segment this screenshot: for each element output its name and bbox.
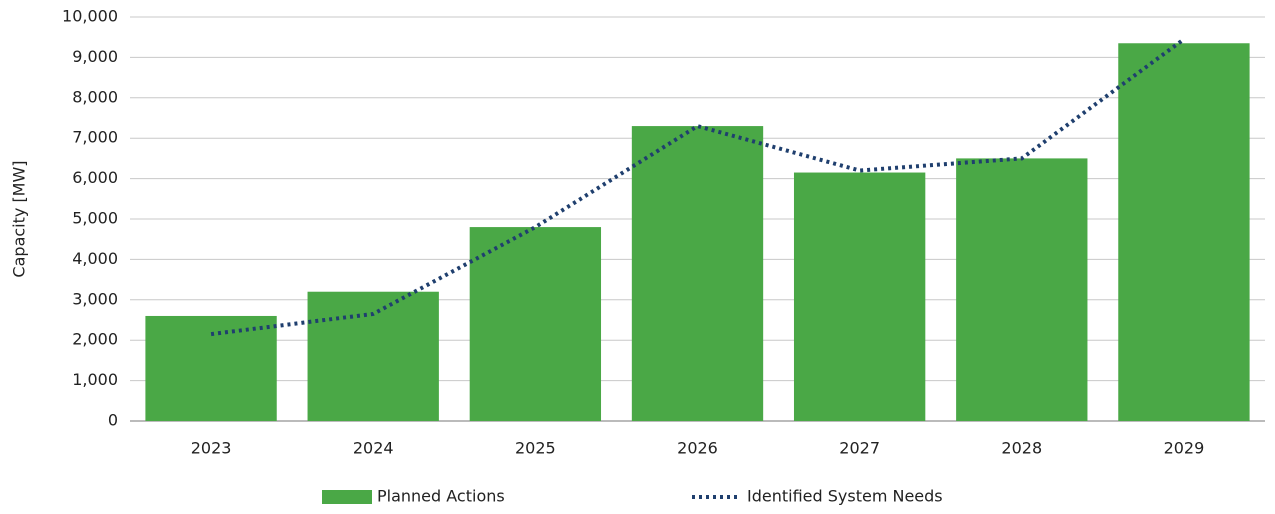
bar <box>793 172 926 421</box>
y-tick-label: 8,000 <box>72 87 118 106</box>
y-axis-label: Capacity [MW] <box>10 160 29 277</box>
bar <box>1118 43 1250 421</box>
y-tick-label: 4,000 <box>72 249 118 268</box>
bar <box>469 227 602 421</box>
legend-label: Planned Actions <box>377 487 505 506</box>
y-tick-label: 1,000 <box>72 370 118 389</box>
y-tick-label: 7,000 <box>72 128 118 147</box>
bar <box>631 126 764 421</box>
x-tick-label: 2023 <box>191 439 232 458</box>
legend-label: Identified System Needs <box>747 487 943 506</box>
y-tick-label: 3,000 <box>72 289 118 308</box>
y-tick-label: 5,000 <box>72 209 118 228</box>
y-tick-label: 0 <box>108 411 118 430</box>
x-tick-label: 2025 <box>515 439 556 458</box>
x-tick-label: 2027 <box>839 439 880 458</box>
x-tick-label: 2026 <box>677 439 718 458</box>
x-tick-label: 2024 <box>353 439 394 458</box>
bar <box>307 291 439 421</box>
legend-swatch <box>322 490 372 504</box>
x-tick-label: 2029 <box>1164 439 1205 458</box>
line <box>210 37 1186 337</box>
y-tick-label: 9,000 <box>72 47 118 66</box>
y-tick-label: 2,000 <box>72 330 118 349</box>
x-tick-label: 2028 <box>1001 439 1042 458</box>
bar <box>145 315 277 421</box>
bar <box>956 158 1088 421</box>
y-tick-label: 6,000 <box>72 168 118 187</box>
y-tick-label: 10,000 <box>62 7 118 26</box>
